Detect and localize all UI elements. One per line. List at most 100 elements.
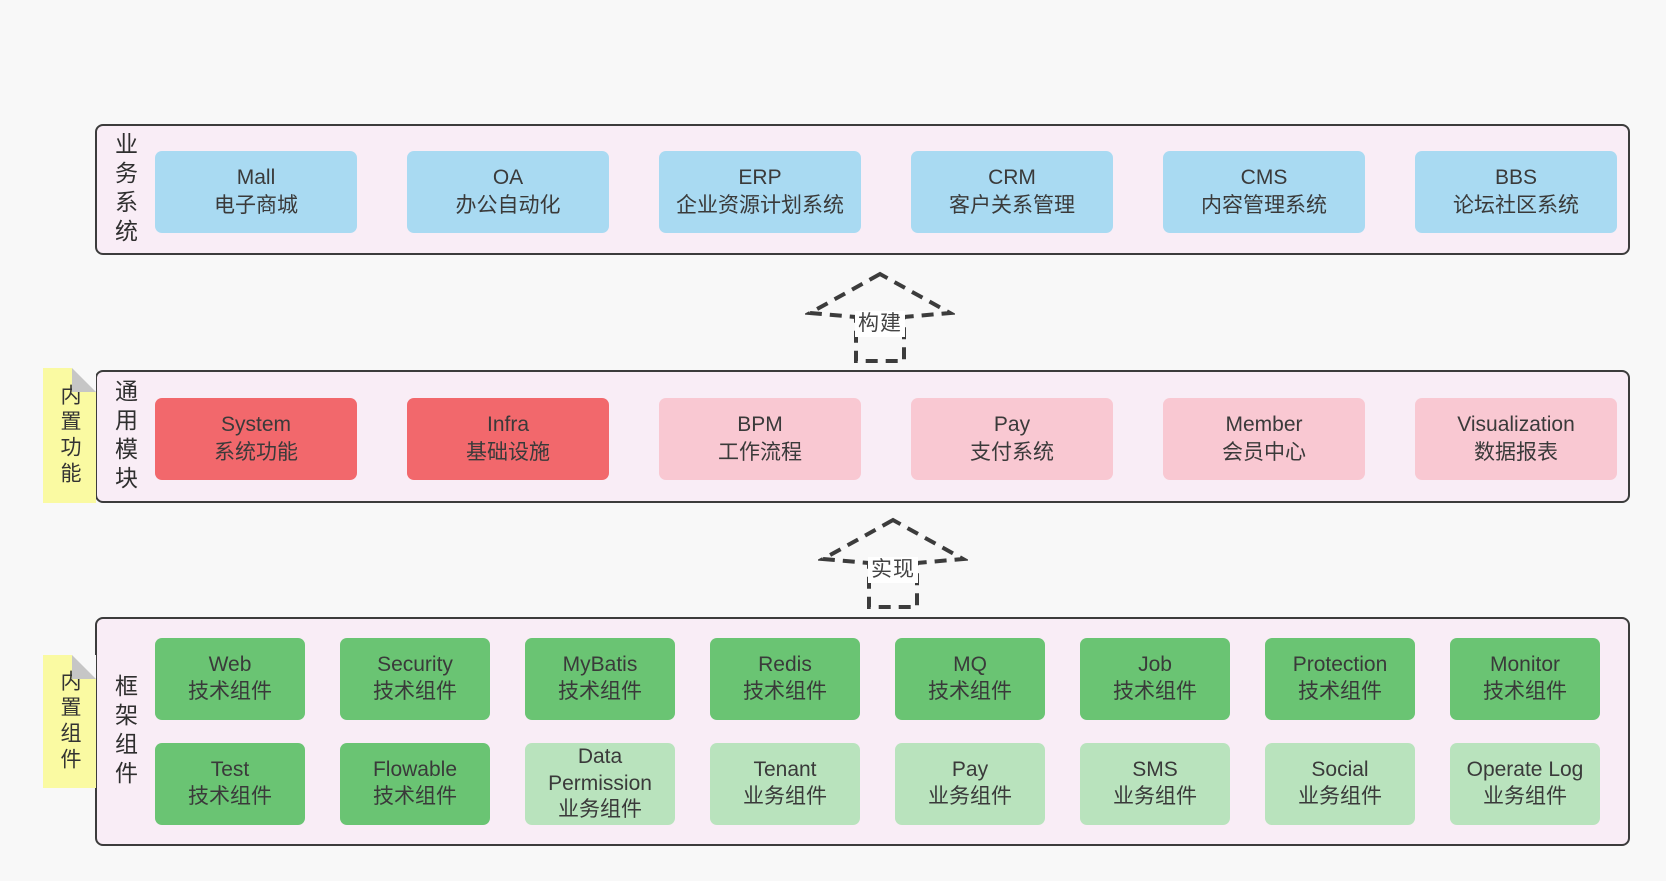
box-subtitle: 电子商城 xyxy=(214,194,298,217)
box-data-permission: Data Permission 业务组件 xyxy=(525,743,675,825)
box-title: Operate Log xyxy=(1466,758,1584,782)
box-mall: Mall 电子商城 xyxy=(155,151,357,233)
box-title: Data Permission xyxy=(548,745,652,795)
panel-label-framework-components: 框架组件 xyxy=(111,673,138,790)
box-subtitle: 业务组件 xyxy=(928,785,1012,808)
arrow-label-build: 构建 xyxy=(855,311,905,337)
box-title: BPM xyxy=(737,413,783,437)
box-title: SMS xyxy=(1132,758,1178,782)
box-title: Test xyxy=(210,758,250,782)
box-crm: CRM 客户关系管理 xyxy=(911,151,1113,233)
box-title: Infra xyxy=(486,413,530,437)
box-subtitle: 基础设施 xyxy=(466,441,550,464)
panel-label-common-modules: 通用模块 xyxy=(111,378,138,495)
box-security: Security 技术组件 xyxy=(340,638,490,720)
box-subtitle: 技术组件 xyxy=(558,680,642,703)
box-redis: Redis 技术组件 xyxy=(710,638,860,720)
box-title: Redis xyxy=(758,653,812,677)
box-infra: Infra 基础设施 xyxy=(407,398,609,480)
box-title: Member xyxy=(1225,413,1303,437)
arrow-label-implement: 实现 xyxy=(868,557,918,583)
box-subtitle: 系统功能 xyxy=(214,441,298,464)
box-title: BBS xyxy=(1494,166,1538,190)
box-system: System 系统功能 xyxy=(155,398,357,480)
box-cms: CMS 内容管理系统 xyxy=(1163,151,1365,233)
box-title: Mall xyxy=(236,166,276,190)
panel-framework-components: 框架组件 Web 技术组件 Security 技术组件 MyBatis 技术组件 Redis… xyxy=(95,617,1630,846)
box-monitor: Monitor 技术组件 xyxy=(1450,638,1600,720)
box-title: OA xyxy=(492,166,524,190)
up-arrow-build-icon xyxy=(805,271,955,363)
box-subtitle: 论坛社区系统 xyxy=(1453,194,1579,217)
box-title: Job xyxy=(1138,653,1172,677)
box-subtitle: 技术组件 xyxy=(1113,680,1197,703)
business-systems-box-row: Mall 电子商城 OA 办公自动化 ERP 企业资源计划系统 CRM 客户关系管理 CMS 内容… xyxy=(155,151,1617,233)
box-flowable: Flowable 技术组件 xyxy=(340,743,490,825)
up-arrow-implement-icon xyxy=(818,517,968,609)
box-job: Job 技术组件 xyxy=(1080,638,1230,720)
box-title: CMS xyxy=(1240,166,1288,190)
box-subtitle: 内容管理系统 xyxy=(1201,194,1327,217)
box-subtitle: 客户关系管理 xyxy=(949,194,1075,217)
box-subtitle: 业务组件 xyxy=(558,798,642,822)
box-subtitle: 会员中心 xyxy=(1222,441,1306,464)
box-title: Protection xyxy=(1292,653,1388,677)
box-subtitle: 技术组件 xyxy=(743,680,827,703)
box-oa: OA 办公自动化 xyxy=(407,151,609,233)
panel-common-modules: 通用模块 System 系统功能 Infra 基础设施 BPM 工作流程 Pay 支付系统 Me… xyxy=(95,370,1630,503)
box-subtitle: 技术组件 xyxy=(373,680,457,703)
panel-business-systems: 业务系统 Mall 电子商城 OA 办公自动化 ERP 企业资源计划系统 CRM 客户关系管理… xyxy=(95,124,1630,255)
box-bpm: BPM 工作流程 xyxy=(659,398,861,480)
box-subtitle: 技术组件 xyxy=(928,680,1012,703)
box-subtitle: 技术组件 xyxy=(188,680,272,703)
box-subtitle: 支付系统 xyxy=(970,441,1054,464)
box-subtitle: 技术组件 xyxy=(1298,680,1382,703)
box-social: Social 业务组件 xyxy=(1265,743,1415,825)
box-bbs: BBS 论坛社区系统 xyxy=(1415,151,1617,233)
panel-label-business-systems: 业务系统 xyxy=(111,131,138,248)
box-mq: MQ 技术组件 xyxy=(895,638,1045,720)
box-title: Pay xyxy=(993,413,1031,437)
box-title: Monitor xyxy=(1489,653,1561,677)
box-subtitle: 企业资源计划系统 xyxy=(676,194,844,217)
box-web: Web 技术组件 xyxy=(155,638,305,720)
box-visualization: Visualization 数据报表 xyxy=(1415,398,1617,480)
box-member: Member 会员中心 xyxy=(1163,398,1365,480)
box-title: Flowable xyxy=(372,758,458,782)
box-subtitle: 数据报表 xyxy=(1474,441,1558,464)
box-subtitle: 业务组件 xyxy=(743,785,827,808)
box-pay: Pay 支付系统 xyxy=(911,398,1113,480)
box-title: Web xyxy=(208,653,252,677)
box-erp: ERP 企业资源计划系统 xyxy=(659,151,861,233)
box-subtitle: 工作流程 xyxy=(718,441,802,464)
box-test: Test 技术组件 xyxy=(155,743,305,825)
box-operate-log: Operate Log 业务组件 xyxy=(1450,743,1600,825)
sticky-tag-built-in-features: 内置功能 xyxy=(43,368,96,503)
box-subtitle: 业务组件 xyxy=(1483,785,1567,808)
box-subtitle: 技术组件 xyxy=(373,785,457,808)
box-subtitle: 技术组件 xyxy=(188,785,272,808)
box-subtitle: 技术组件 xyxy=(1483,680,1567,703)
box-title: MQ xyxy=(953,653,987,677)
box-title: Social xyxy=(1311,758,1369,782)
box-tenant: Tenant 业务组件 xyxy=(710,743,860,825)
framework-biz-box-row: Test 技术组件 Flowable 技术组件 Data Permission 业务组件 T… xyxy=(155,743,1600,825)
box-title: CRM xyxy=(988,166,1036,190)
box-title: System xyxy=(220,413,291,437)
box-pay: Pay 业务组件 xyxy=(895,743,1045,825)
box-subtitle: 业务组件 xyxy=(1113,785,1197,808)
box-protection: Protection 技术组件 xyxy=(1265,638,1415,720)
box-subtitle: 业务组件 xyxy=(1298,785,1382,808)
box-title: Pay xyxy=(951,758,989,782)
box-title: Visualization xyxy=(1457,413,1575,437)
box-title: ERP xyxy=(738,166,782,190)
box-sms: SMS 业务组件 xyxy=(1080,743,1230,825)
box-subtitle: 办公自动化 xyxy=(455,194,561,217)
sticky-tag-built-in-components: 内置组件 xyxy=(43,655,96,788)
common-modules-box-row: System 系统功能 Infra 基础设施 BPM 工作流程 Pay 支付系统 Member 会… xyxy=(155,398,1617,480)
box-title: Tenant xyxy=(753,758,817,782)
framework-tech-box-row: Web 技术组件 Security 技术组件 MyBatis 技术组件 Redis 技术组件 M… xyxy=(155,638,1600,720)
box-title: MyBatis xyxy=(562,653,638,677)
box-title: Security xyxy=(377,653,453,677)
